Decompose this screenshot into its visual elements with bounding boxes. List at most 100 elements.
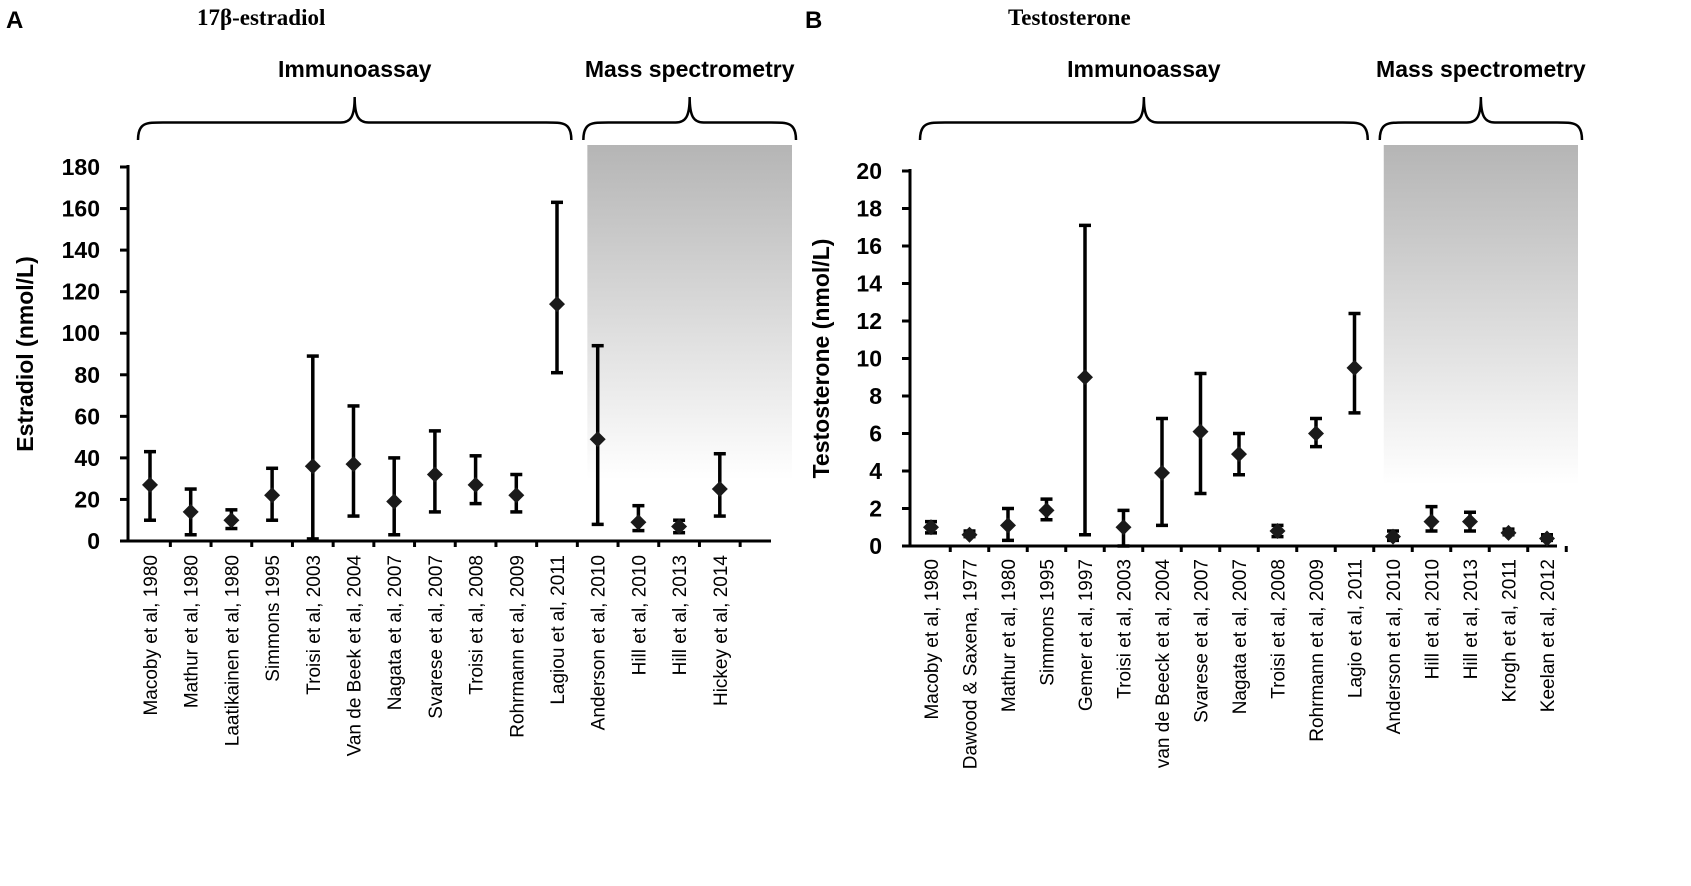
panel-title: 17β-estradiol: [197, 5, 325, 30]
y-tick-label: 16: [856, 233, 882, 259]
x-tick-label: Anderson et al, 2010: [589, 555, 610, 730]
data-point: [1231, 446, 1247, 463]
x-tick-label: Anderson et al, 2010: [1384, 559, 1405, 734]
x-tick-label: Dawood & Saxena, 1977: [961, 559, 982, 769]
x-tick-label: Nagata et al, 2007: [1230, 559, 1251, 714]
x-tick-label: Hill et al, 2013: [1461, 559, 1482, 679]
y-tick-label: 0: [87, 528, 100, 554]
y-axis-label: Testosterone (nmol/L): [808, 239, 834, 479]
y-tick-label: 40: [74, 445, 100, 471]
group-brace-immunoassay: [918, 96, 1369, 141]
x-tick-label: Troisi et al, 2008: [467, 555, 488, 695]
data-point: [711, 481, 728, 498]
y-tick-label: 12: [856, 308, 882, 334]
data-point: [426, 466, 443, 483]
data-point: [1500, 524, 1517, 541]
data-point: [345, 456, 362, 473]
mass-spectrometry-shade: [587, 145, 792, 480]
panel-letter: A: [6, 7, 23, 34]
x-tick-label: Laatikainen et al, 1980: [222, 555, 243, 746]
data-point: [467, 476, 484, 493]
group-brace-mass-spectrometry: [582, 96, 798, 141]
x-tick-label: Lagio et al, 2011: [1346, 559, 1367, 698]
x-tick-label: Macoby et al, 1980: [922, 559, 943, 720]
data-point: [589, 431, 606, 448]
panel-a: Immunoassay Mass spectrometry A 17β-estradi…: [6, 5, 798, 757]
y-tick-label: 120: [62, 279, 100, 305]
data-point: [549, 296, 565, 313]
x-tick-label: Keelan et al, 2012: [1538, 559, 1559, 712]
data-point: [386, 493, 403, 510]
y-tick-label: 60: [74, 403, 100, 429]
y-tick-label: 80: [74, 362, 100, 388]
data-point: [1115, 519, 1132, 536]
data-point: [223, 512, 240, 529]
y-tick-label: 180: [62, 154, 100, 180]
y-tick-label: 14: [856, 271, 882, 297]
y-tick-label: 18: [856, 196, 882, 222]
x-tick-label: Macoby et al, 1980: [141, 555, 162, 716]
x-tick-label: Gemer et al, 1997: [1076, 559, 1097, 711]
y-axis-label: Estradiol (nmol/L): [12, 256, 38, 452]
x-tick-label: Svarese et al, 2007: [426, 555, 447, 719]
data-point: [264, 487, 281, 504]
x-tick-label: Rohrmann et al, 2009: [507, 555, 528, 738]
y-tick-label: 20: [74, 486, 100, 512]
x-tick-label: Mathur et al, 1980: [999, 559, 1020, 712]
data-point: [1077, 369, 1093, 386]
x-tick-label: Nagata et al, 2007: [385, 555, 406, 710]
y-tick-label: 8: [869, 383, 882, 409]
data-point: [1038, 502, 1055, 519]
y-tick-label: 140: [62, 237, 100, 263]
x-tick-label: Hill et al, 2013: [670, 555, 691, 675]
data-point: [182, 503, 199, 520]
y-tick-label: 20: [856, 158, 882, 184]
group-label-mass-spectrometry: Mass spectrometry: [585, 56, 795, 82]
data-point: [1539, 530, 1555, 547]
y-tick-label: 160: [62, 196, 100, 222]
x-tick-label: Troisi et al, 2003: [1115, 559, 1136, 699]
data-point: [1000, 517, 1016, 534]
x-tick-label: Hill et al, 2010: [1423, 559, 1444, 679]
data-point: [1269, 523, 1286, 539]
x-tick-label: Svarese et al, 2007: [1192, 559, 1213, 723]
data-point: [1346, 359, 1363, 376]
group-label-immunoassay: Immunoassay: [1067, 56, 1221, 82]
panel-b: Immunoassay Mass spectrometry B Testosteron…: [805, 5, 1586, 769]
data-point: [1423, 513, 1440, 530]
x-tick-label: Simmons 1995: [1038, 559, 1059, 686]
y-tick-label: 2: [869, 496, 882, 522]
data-point: [142, 476, 158, 493]
y-tick-label: 6: [869, 421, 882, 447]
x-tick-label: Hickey et al, 2014: [711, 555, 732, 706]
data-point: [961, 526, 978, 543]
panel-title: Testosterone: [1008, 5, 1131, 30]
x-tick-label: van de Beeck et al, 2004: [1153, 559, 1174, 769]
panel-letter: B: [805, 7, 822, 34]
x-tick-label: Hill et al, 2010: [629, 555, 650, 675]
y-tick-label: 4: [869, 458, 882, 484]
data-point: [1154, 464, 1170, 481]
x-tick-label: Lagiou et al, 2011: [548, 555, 569, 705]
data-point: [508, 487, 525, 504]
x-tick-label: Rohrmann et al, 2009: [1307, 559, 1328, 742]
x-tick-label: Troisi et al, 2008: [1269, 559, 1290, 699]
data-point: [1192, 423, 1209, 440]
x-tick-label: Krogh et al, 2011: [1500, 559, 1521, 702]
y-tick-label: 100: [62, 320, 100, 346]
data-point: [671, 518, 688, 535]
x-tick-label: Mathur et al, 1980: [182, 555, 203, 708]
mass-spectrometry-shade: [1383, 145, 1578, 485]
data-point: [1308, 425, 1324, 442]
x-tick-label: Van de Beek et al, 2004: [345, 555, 366, 757]
group-brace-mass-spectrometry: [1378, 96, 1584, 141]
data-point: [1462, 513, 1478, 530]
y-tick-label: 10: [856, 346, 882, 372]
group-label-immunoassay: Immunoassay: [278, 56, 432, 82]
data-point: [1385, 528, 1401, 545]
x-tick-label: Troisi et al, 2003: [304, 555, 325, 695]
group-brace-immunoassay: [136, 96, 573, 141]
y-tick-label: 0: [869, 533, 882, 559]
data-point: [923, 519, 939, 536]
